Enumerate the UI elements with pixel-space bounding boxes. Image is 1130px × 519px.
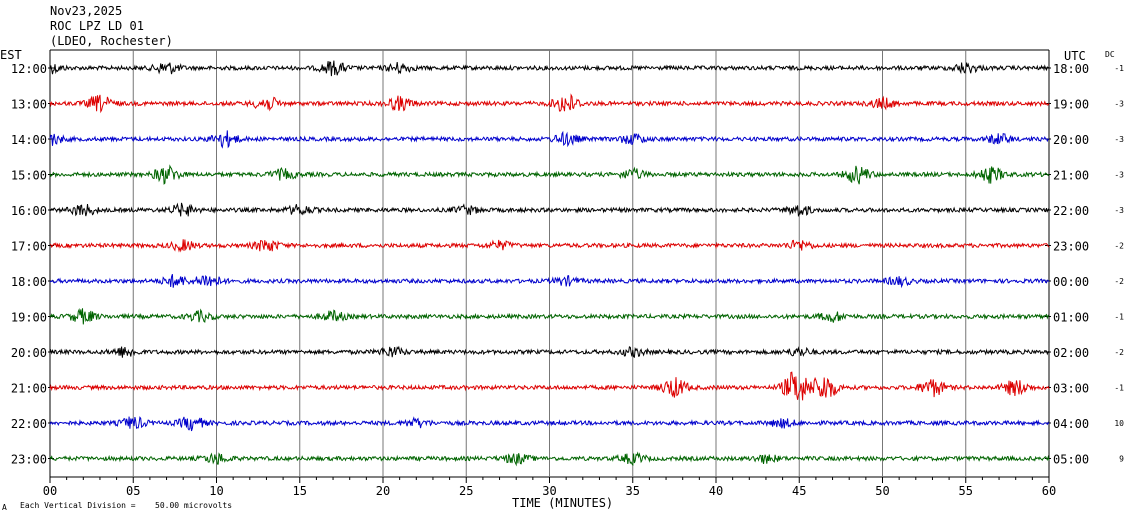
scale-note: Each Vertical Division = <box>20 501 136 510</box>
utc-hour-label: 21:00 <box>1053 169 1089 183</box>
dc-offset-label: -3 <box>1114 171 1124 180</box>
est-hour-label: 12:00 <box>11 62 47 76</box>
seismic-trace <box>49 164 1050 185</box>
x-tick-label: 60 <box>1042 484 1056 498</box>
utc-hour-label: 04:00 <box>1053 417 1089 431</box>
seismic-trace <box>49 202 1050 218</box>
dc-offset-label: 10 <box>1114 419 1124 428</box>
est-hour-label: 19:00 <box>11 311 47 325</box>
seismic-trace <box>49 130 1050 149</box>
x-tick-label: 25 <box>459 484 473 498</box>
utc-hour-label: 19:00 <box>1053 98 1089 112</box>
seismic-trace <box>49 239 1050 253</box>
network-label: (LDEO, Rochester) <box>50 34 173 48</box>
dc-offset-label: -1 <box>1114 64 1124 73</box>
seismic-trace <box>49 451 1050 467</box>
x-tick-label: 30 <box>542 484 556 498</box>
date-label: Nov23,2025 <box>50 4 123 18</box>
dc-column-label: DC <box>1105 50 1115 59</box>
utc-hour-label: 02:00 <box>1053 346 1089 360</box>
corner-mark: A <box>2 503 7 512</box>
dc-offset-label: -1 <box>1114 384 1124 393</box>
x-tick-label: 05 <box>126 484 140 498</box>
utc-hour-label: 05:00 <box>1053 453 1089 467</box>
x-tick-label: 20 <box>376 484 390 498</box>
utc-hour-label: 18:00 <box>1053 62 1089 76</box>
dc-offset-label: 9 <box>1119 455 1124 464</box>
left-timezone-label: EST <box>0 48 22 62</box>
seismic-trace <box>49 93 1050 114</box>
x-tick-label: 40 <box>709 484 723 498</box>
est-hour-label: 15:00 <box>11 169 47 183</box>
x-tick-label: 55 <box>959 484 973 498</box>
est-hour-label: 18:00 <box>11 275 47 289</box>
x-axis-label: TIME (MINUTES) <box>512 496 614 510</box>
dc-offset-label: -3 <box>1114 206 1124 215</box>
dc-offset-label: -2 <box>1114 348 1124 357</box>
utc-hour-label: 20:00 <box>1053 133 1089 147</box>
utc-hour-label: 22:00 <box>1053 204 1089 218</box>
utc-hour-label: 23:00 <box>1053 240 1089 254</box>
right-timezone-label: UTC <box>1064 49 1086 63</box>
est-hour-label: 16:00 <box>11 204 47 218</box>
station-label: ROC LPZ LD 01 <box>50 19 144 33</box>
x-tick-label: 00 <box>43 484 57 498</box>
est-hour-label: 14:00 <box>11 133 47 147</box>
seismic-trace <box>49 60 1050 77</box>
est-hour-label: 20:00 <box>11 346 47 360</box>
est-hour-label: 17:00 <box>11 240 47 254</box>
dc-offset-label: -3 <box>1114 135 1124 144</box>
est-hour-label: 21:00 <box>11 382 47 396</box>
seismic-trace <box>49 274 1050 289</box>
dc-offset-label: -2 <box>1114 277 1124 286</box>
utc-hour-label: 01:00 <box>1053 311 1089 325</box>
dc-offset-label: -2 <box>1114 242 1124 251</box>
seismic-trace <box>49 345 1050 359</box>
x-tick-label: 10 <box>209 484 223 498</box>
seismic-trace <box>49 307 1050 325</box>
x-tick-label: 35 <box>626 484 640 498</box>
x-tick-label: 15 <box>293 484 307 498</box>
x-tick-label: 45 <box>792 484 806 498</box>
utc-hour-label: 03:00 <box>1053 382 1089 396</box>
seismic-trace <box>49 416 1050 432</box>
utc-hour-label: 00:00 <box>1053 275 1089 289</box>
dc-offset-label: -3 <box>1114 100 1124 109</box>
est-hour-label: 23:00 <box>11 453 47 467</box>
x-tick-label: 50 <box>875 484 889 498</box>
dc-offset-label: -1 <box>1114 313 1124 322</box>
est-hour-label: 22:00 <box>11 417 47 431</box>
scale-value: 50.00 microvolts <box>155 501 233 510</box>
seismic-trace <box>49 371 1050 401</box>
est-hour-label: 13:00 <box>11 98 47 112</box>
